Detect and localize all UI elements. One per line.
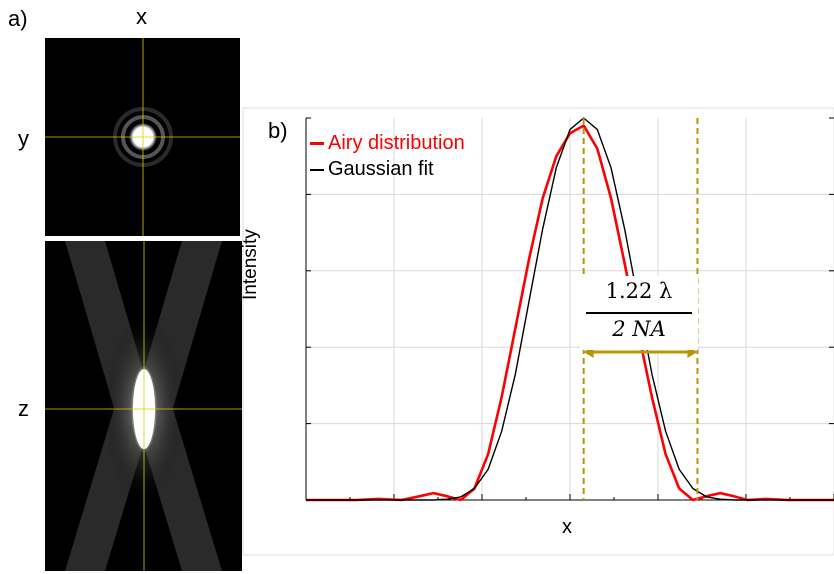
legend-swatch-airy: [310, 142, 324, 146]
legend: Airy distribution Gaussian fit: [310, 130, 465, 182]
formula-fraction-bar: [586, 312, 692, 314]
panel-a-x-label: x: [136, 4, 147, 29]
series-line-airy: [306, 124, 834, 502]
legend-swatch-gaussian: [310, 168, 324, 171]
chart-frame: [242, 107, 834, 556]
formula-numerator: 1.22 λ: [605, 279, 673, 303]
legend-item-airy: Airy distribution: [310, 130, 465, 156]
formula-denominator: 2 NA: [612, 317, 666, 341]
legend-label-gaussian: Gaussian fit: [328, 158, 434, 180]
xy-psf-image: [45, 38, 240, 236]
panel-a-z-label: z: [18, 396, 29, 421]
y-axis-label: Intensity: [240, 229, 261, 300]
formula-annotation: 1.22 λ 2 NA: [580, 276, 698, 350]
legend-item-gaussian: Gaussian fit: [310, 156, 465, 182]
panel-b-label: b): [268, 118, 288, 143]
panel-a-label: a): [8, 6, 28, 31]
legend-label-airy: Airy distribution: [328, 132, 465, 154]
x-axis-label: x: [562, 516, 572, 538]
xz-psf-image: [45, 241, 242, 571]
panel-a-y-label: y: [18, 126, 29, 151]
